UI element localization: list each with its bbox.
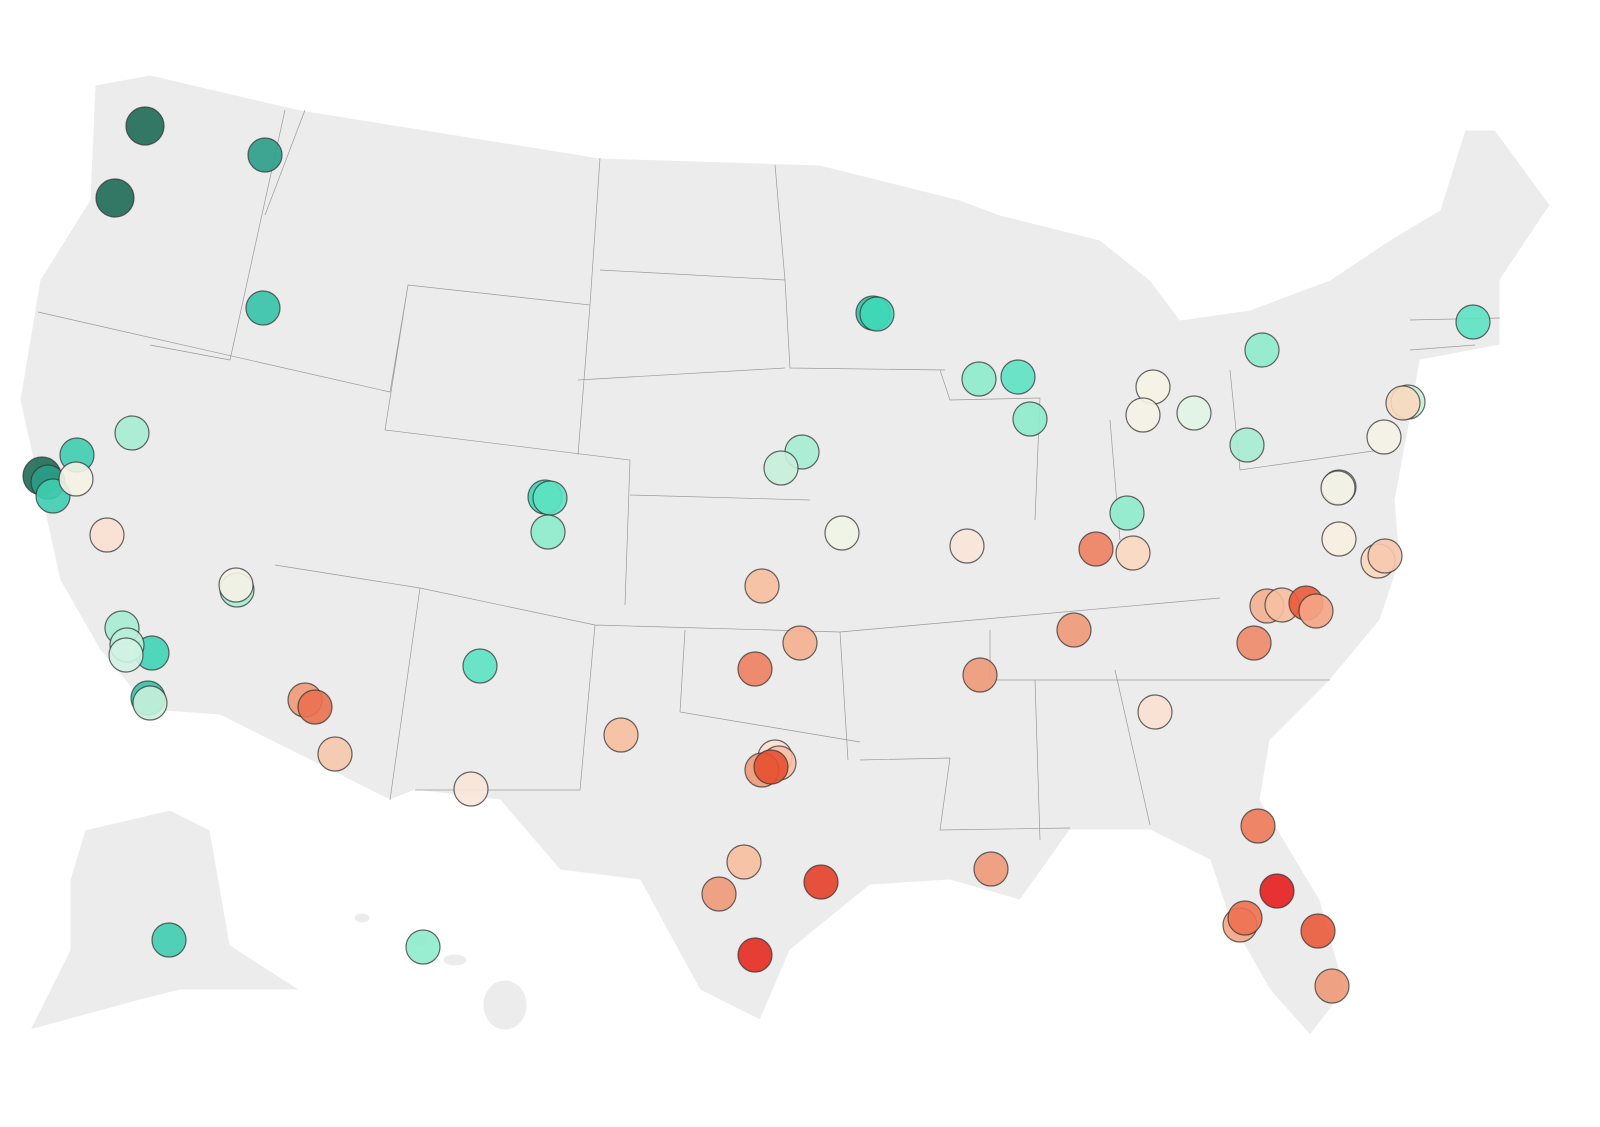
marker <box>1056 612 1092 648</box>
marker <box>95 178 135 218</box>
marker <box>1314 968 1350 1004</box>
marker <box>1137 694 1173 730</box>
marker <box>247 137 283 173</box>
marker <box>1244 332 1280 368</box>
marker <box>1012 401 1048 437</box>
lower-48 <box>19 74 1551 1036</box>
marker <box>1236 625 1272 661</box>
marker <box>1125 397 1161 433</box>
marker <box>824 515 860 551</box>
marker <box>782 625 818 661</box>
marker <box>297 689 333 725</box>
marker <box>744 568 780 604</box>
marker <box>1240 808 1276 844</box>
marker <box>737 937 773 973</box>
marker <box>1366 419 1402 455</box>
land <box>19 74 1551 1036</box>
marker <box>726 844 762 880</box>
marker <box>58 461 94 497</box>
marker <box>405 929 441 965</box>
marker <box>1320 470 1356 506</box>
marker <box>603 717 639 753</box>
marker <box>859 296 895 332</box>
marker <box>803 864 839 900</box>
marker <box>1176 395 1212 431</box>
marker <box>961 361 997 397</box>
marker <box>1000 359 1036 395</box>
marker <box>114 415 150 451</box>
marker <box>1259 873 1295 909</box>
marker <box>753 749 789 785</box>
marker <box>530 514 566 550</box>
marker <box>962 657 998 693</box>
marker <box>532 480 568 516</box>
marker <box>763 450 799 486</box>
marker <box>108 637 144 673</box>
markers <box>22 106 1491 1004</box>
marker <box>973 851 1009 887</box>
marker <box>949 528 985 564</box>
marker <box>1367 538 1403 574</box>
marker <box>1298 593 1334 629</box>
marker <box>453 771 489 807</box>
marker <box>1321 521 1357 557</box>
marker <box>317 736 353 772</box>
marker <box>1109 495 1145 531</box>
marker <box>132 685 168 721</box>
marker <box>1300 913 1336 949</box>
marker <box>1455 304 1491 340</box>
marker <box>1078 531 1114 567</box>
marker <box>701 876 737 912</box>
marker <box>1385 385 1421 421</box>
marker <box>218 567 254 603</box>
hawaii <box>353 912 528 1031</box>
marker <box>151 922 187 958</box>
marker <box>1229 427 1265 463</box>
marker <box>125 106 165 146</box>
marker <box>245 290 281 326</box>
marker <box>462 648 498 684</box>
marker <box>1115 535 1151 571</box>
alaska <box>29 809 302 1031</box>
marker <box>1227 900 1263 936</box>
marker <box>737 651 773 687</box>
marker <box>89 517 125 553</box>
